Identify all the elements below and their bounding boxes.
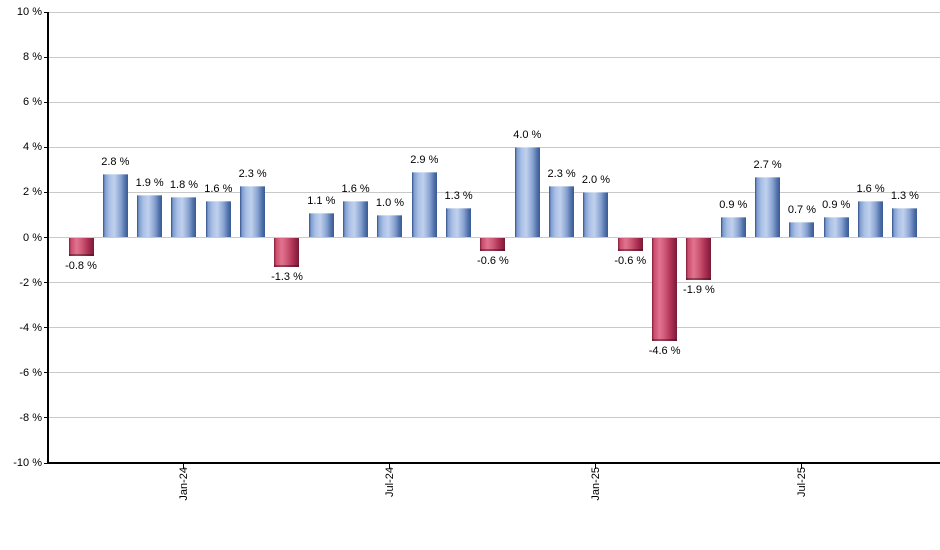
- bar: [858, 201, 884, 238]
- x-axis-tick: [389, 463, 391, 469]
- y-axis-label: 2 %: [23, 186, 42, 199]
- bar: [102, 174, 128, 238]
- y-axis-label: 0 %: [23, 231, 42, 244]
- bar-value-label: 1.8 %: [169, 178, 199, 191]
- x-axis-tick: [595, 463, 597, 469]
- y-axis-label: 4 %: [23, 141, 42, 154]
- gridline: [48, 372, 940, 374]
- gridline: [48, 417, 940, 419]
- bar: [892, 208, 918, 238]
- y-axis-tick: [44, 146, 48, 148]
- bar-value-label: 1.3 %: [444, 190, 473, 203]
- bar: [377, 214, 403, 238]
- x-axis-label-jul-25: Jul-25: [795, 467, 808, 497]
- y-axis-label: -4 %: [19, 321, 42, 334]
- bar: [411, 172, 437, 238]
- x-axis-tick: [183, 463, 185, 469]
- bar: [68, 237, 94, 256]
- y-axis-tick: [44, 191, 48, 193]
- bar-value-label: 2.0 %: [581, 174, 610, 187]
- y-axis-tick: [44, 417, 48, 419]
- y-axis-tick: [44, 11, 48, 13]
- bar: [755, 176, 781, 238]
- y-axis-line: [47, 12, 49, 463]
- bar-value-label: -1.9 %: [683, 284, 715, 297]
- x-axis-line: [47, 462, 940, 464]
- y-axis-label: 8 %: [23, 51, 42, 64]
- bar: [686, 237, 712, 281]
- bar: [137, 194, 163, 238]
- bar-value-label: 2.3 %: [238, 167, 267, 180]
- gridline: [48, 191, 940, 193]
- y-axis-label: 10 %: [16, 6, 42, 18]
- bar: [514, 147, 540, 238]
- bar: [308, 212, 334, 238]
- y-axis-label: 6 %: [23, 96, 42, 109]
- bar-value-label: 1.3 %: [890, 190, 919, 203]
- bar: [171, 196, 197, 238]
- bar-value-label: 1.9 %: [135, 176, 164, 189]
- bar-value-label: 2.3 %: [547, 167, 576, 180]
- bar-value-label: 1.0 %: [375, 196, 405, 209]
- bar: [617, 237, 643, 252]
- bar: [274, 237, 300, 267]
- y-axis-tick: [44, 372, 48, 374]
- bar-value-label: 1.6 %: [856, 183, 885, 196]
- bar: [583, 192, 609, 238]
- y-axis-label: -6 %: [19, 366, 42, 379]
- bar: [480, 237, 506, 252]
- gridline: [48, 327, 940, 329]
- bar-value-label: 2.9 %: [410, 154, 439, 167]
- bar: [343, 201, 369, 238]
- bar: [240, 185, 266, 238]
- bar-value-label: -0.6 %: [477, 255, 509, 268]
- bar-value-label: -4.6 %: [648, 345, 681, 358]
- bar-value-label: 4.0 %: [513, 129, 542, 142]
- bar-value-label: -1.3 %: [271, 270, 303, 283]
- bar-value-label: -0.6 %: [614, 255, 647, 268]
- y-axis-tick: [44, 237, 48, 238]
- gridline: [48, 146, 940, 148]
- bar: [205, 201, 231, 238]
- bar-value-label: -0.8 %: [65, 259, 97, 272]
- bar: [720, 217, 746, 238]
- x-axis-label-jul-24: Jul-24: [383, 467, 396, 497]
- bar-value-label: 2.8 %: [101, 156, 130, 169]
- x-axis-label-jan-25: Jan-25: [589, 467, 602, 501]
- y-axis-tick: [44, 462, 48, 464]
- bar-value-label: 0.9 %: [719, 199, 748, 212]
- gridline: [48, 56, 940, 58]
- y-axis-label: -10 %: [13, 457, 42, 469]
- bar-value-label: 1.6 %: [341, 183, 370, 196]
- bar: [652, 237, 678, 342]
- bar-value-label: 0.7 %: [787, 203, 816, 216]
- bar: [549, 185, 575, 238]
- y-axis-tick: [44, 101, 48, 103]
- y-axis-label: -2 %: [19, 276, 42, 289]
- x-axis-tick: [801, 463, 803, 469]
- bar-value-label: 2.7 %: [753, 158, 782, 171]
- bar: [446, 208, 472, 238]
- gridline: [48, 282, 940, 284]
- x-axis-label-jan-24: Jan-24: [177, 467, 190, 501]
- bar: [789, 221, 815, 238]
- y-axis-tick: [44, 327, 48, 329]
- bar-value-label: 0.9 %: [822, 199, 851, 212]
- bar-value-label: 1.1 %: [307, 194, 336, 207]
- y-axis-tick: [44, 282, 48, 284]
- bar-value-label: 1.6 %: [204, 183, 233, 196]
- y-axis-label: -8 %: [19, 411, 42, 424]
- bar: [823, 217, 849, 238]
- gridline: [48, 11, 940, 13]
- gridline: [48, 101, 940, 103]
- y-axis-tick: [44, 56, 48, 58]
